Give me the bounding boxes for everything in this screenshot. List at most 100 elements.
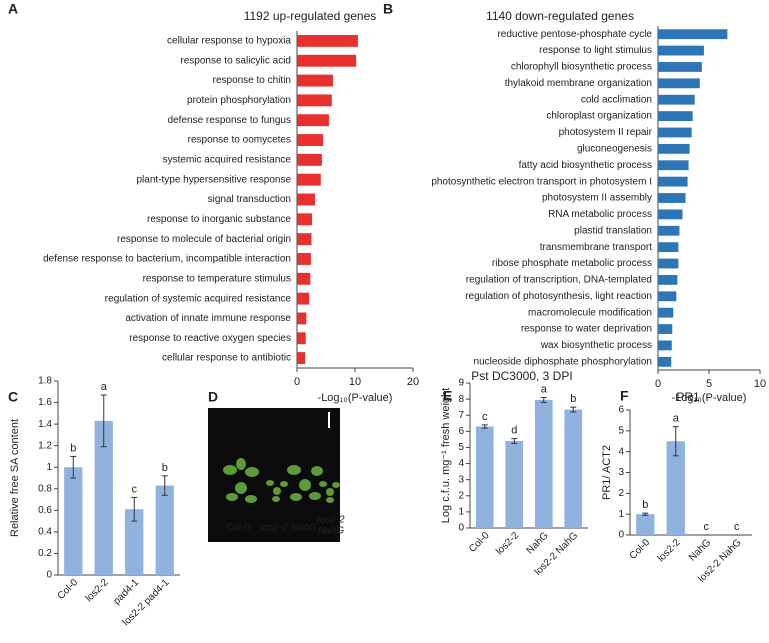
significance-letter: c (734, 521, 740, 533)
x-tick-label: Col-0 (628, 537, 653, 562)
chart-title: 1192 up-regulated genes (244, 9, 377, 23)
bar (297, 34, 358, 47)
bar (658, 94, 695, 105)
bar (297, 134, 324, 146)
category-label: response to molecule of bacterial origin (117, 234, 291, 245)
caption: los2-2 (260, 523, 288, 534)
y-tick-label: 0.8 (38, 483, 52, 494)
category-label: response to oomycetes (188, 135, 291, 146)
bar (658, 62, 702, 72)
y-tick-label: 6 (618, 405, 624, 416)
bar (666, 441, 685, 535)
bar (297, 352, 306, 365)
bar (658, 225, 680, 236)
y-tick-label: 0 (458, 523, 464, 534)
caption: NahG (318, 526, 344, 537)
x-tick-label: pad4-1 (111, 577, 141, 607)
category-label: gluconeogenesis (577, 143, 652, 154)
y-tick-label: 0.4 (38, 527, 52, 538)
error-bar (511, 438, 518, 444)
bar (658, 258, 679, 269)
bar (297, 153, 322, 166)
bar (297, 54, 357, 67)
category-label: cellular response to antibiotic (162, 353, 291, 364)
x-tick-label: 10 (349, 376, 361, 388)
category-label: response to chitin (213, 75, 291, 86)
bar (297, 312, 307, 325)
error-bar (672, 426, 679, 457)
x-tick-label: Col-0 (56, 577, 81, 602)
bar (155, 485, 174, 575)
category-label: thylakoid membrane organization (505, 78, 652, 89)
bar (297, 253, 311, 265)
x-tick-label: 10 (754, 378, 766, 390)
x-tick-label: NahG (687, 537, 713, 563)
error-bar (481, 424, 488, 429)
bar (297, 272, 311, 285)
category-label: photosystem II repair (559, 127, 653, 138)
category-label: plastid translation (574, 225, 652, 236)
y-axis-label: Log c.f.u. mg⁻¹ fresh weight (440, 388, 452, 523)
caption: NahG (291, 523, 317, 534)
panel-label: B (383, 1, 393, 17)
category-label: ribose phosphate metabolic process (492, 258, 652, 269)
error-bar (570, 406, 577, 413)
x-tick-label: 5 (706, 378, 712, 390)
bar (297, 94, 332, 107)
category-label: photosystem II assembly (542, 193, 652, 204)
significance-letter: c (482, 411, 488, 423)
bar (297, 292, 310, 305)
error-bar (540, 397, 547, 403)
y-tick-label: 3 (618, 467, 624, 478)
bar (125, 509, 144, 575)
y-tick-label: 7 (458, 410, 464, 421)
category-label: wax biosynthetic process (540, 340, 652, 351)
category-label: macromolecule modification (528, 307, 652, 318)
x-tick-label: Col-0 (467, 530, 492, 555)
significance-letter: b (70, 442, 76, 454)
bar (297, 114, 329, 127)
error-bar (131, 496, 138, 522)
y-axis-label: PR1/ ACT2 (601, 445, 613, 500)
y-tick-label: 6 (458, 426, 464, 437)
error-bar (161, 475, 168, 496)
plants (223, 458, 340, 503)
y-tick-label: 1 (458, 507, 464, 518)
category-label: response to reactive oxygen species (129, 333, 291, 344)
category-label: photosynthetic electron transport in pho… (431, 176, 652, 187)
significance-letter: a (673, 413, 680, 425)
bar (505, 441, 524, 528)
y-tick-label: 9 (458, 378, 464, 389)
category-label: response to water deprivation (521, 324, 652, 335)
bar (658, 45, 704, 56)
panel-label: D (208, 389, 218, 405)
y-tick-label: 0.6 (38, 505, 52, 516)
bar (658, 127, 692, 138)
bar (297, 173, 321, 186)
bar (297, 332, 306, 345)
x-tick-label: los2-2 (494, 530, 521, 557)
category-label: defense response to bacterium, incompati… (43, 254, 291, 265)
x-tick-label: los2-2 (84, 577, 111, 604)
bar (475, 426, 494, 528)
panel-label: A (8, 1, 18, 17)
bar (564, 409, 583, 528)
bar (658, 356, 672, 367)
bar (658, 291, 677, 302)
chart-title: PR1 (676, 390, 700, 404)
y-tick-label: 1.8 (38, 376, 52, 387)
panel-label: E (443, 388, 452, 404)
error-bar (70, 455, 77, 479)
category-label: chloroplast organization (546, 111, 652, 122)
x-axis-label: -Log₁₀(P-value) (318, 392, 393, 404)
significance-letter: c (704, 521, 710, 533)
bar (658, 340, 672, 351)
bar (658, 143, 690, 154)
category-label: response to light stimulus (539, 45, 652, 56)
error-bar (100, 394, 107, 448)
significance-letter: c (132, 483, 138, 495)
significance-letter: b (162, 462, 168, 474)
panel-label: C (8, 389, 18, 405)
category-label: regulation of systemic acquired resistan… (105, 293, 292, 304)
caption: Col-0 (226, 523, 250, 534)
